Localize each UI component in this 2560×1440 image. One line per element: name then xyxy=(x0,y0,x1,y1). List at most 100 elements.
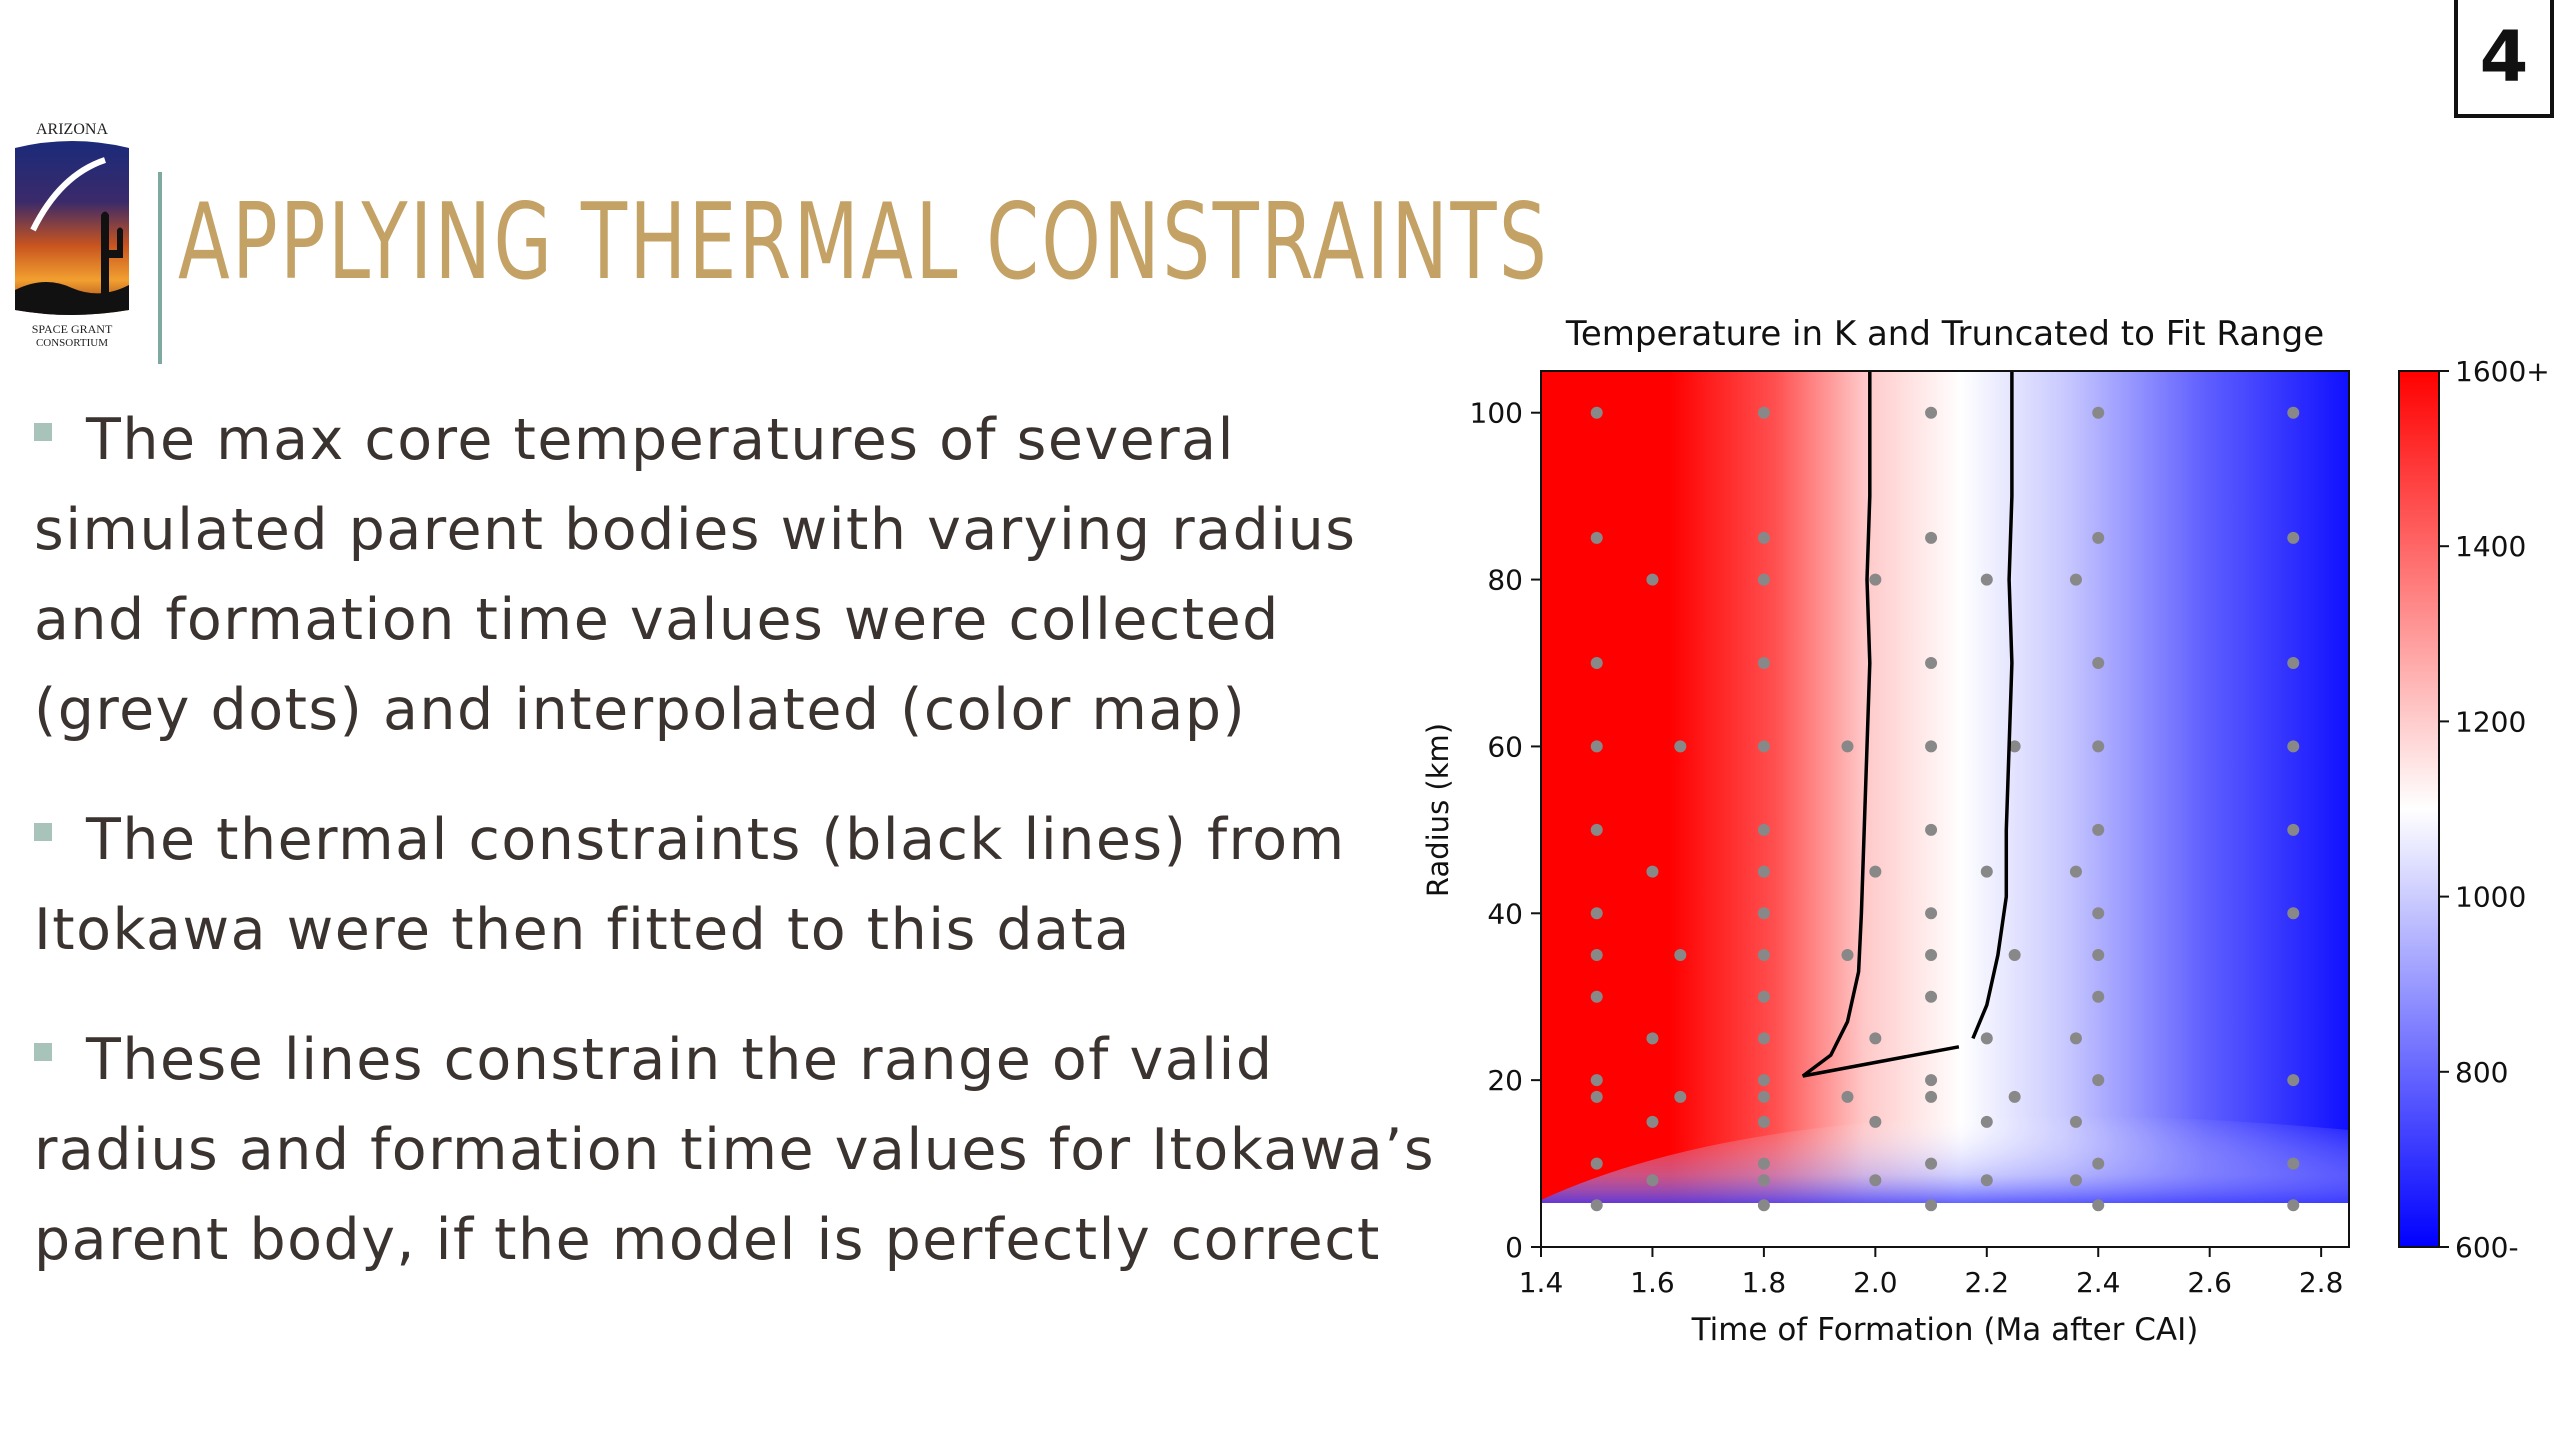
sample-point xyxy=(2287,1199,2300,1212)
sample-point xyxy=(1590,406,1603,419)
sample-point xyxy=(1980,1115,1993,1128)
bullet-marker xyxy=(34,1043,52,1061)
sample-point xyxy=(1757,1115,1770,1128)
slide-number: 4 xyxy=(2454,0,2554,118)
y-tick-label: 60 xyxy=(1487,730,1523,763)
sample-point xyxy=(2008,949,2021,961)
bullet-marker xyxy=(34,423,52,441)
x-tick-label: 2.8 xyxy=(2299,1266,2344,1299)
sample-point xyxy=(1925,1157,1938,1170)
y-tick-label: 80 xyxy=(1487,564,1523,597)
logo-comet xyxy=(30,157,106,232)
sample-point xyxy=(2092,740,2105,753)
sample-point xyxy=(2092,406,2105,419)
x-tick-label: 2.6 xyxy=(2187,1266,2232,1299)
bullet-list: The max core temperatures of several sim… xyxy=(34,395,1454,1325)
colorbar xyxy=(2398,370,2440,1248)
bullet-text: The max core temperatures of several sim… xyxy=(34,407,1357,743)
y-axis: 0 20 40 60 80 100 xyxy=(1470,397,1541,1264)
sample-point xyxy=(1674,949,1687,961)
bullet-item: The thermal constraints (black lines) fr… xyxy=(34,795,1454,975)
sample-point xyxy=(1757,1090,1770,1103)
sample-point xyxy=(2069,865,2082,878)
sample-point xyxy=(1925,1074,1938,1087)
colorbar-ticks: 1600+ 1400 1200 1000 800 600- xyxy=(2439,355,2550,1264)
sample-point xyxy=(1980,573,1993,586)
sample-point xyxy=(1757,740,1770,753)
sample-point xyxy=(1590,1090,1603,1103)
sample-point xyxy=(1869,1115,1882,1128)
space-grant-logo: ARIZONA SPACE GRANT CONSORTIUM xyxy=(5,120,140,360)
x-tick-label: 2.4 xyxy=(2076,1266,2121,1299)
y-tick-label: 40 xyxy=(1487,897,1523,930)
logo-shield xyxy=(15,141,129,315)
sample-point xyxy=(2092,1199,2105,1212)
sample-point xyxy=(1925,949,1938,961)
sample-point xyxy=(1869,1174,1882,1187)
colorbar-tick-label: 800 xyxy=(2455,1056,2508,1089)
sample-point xyxy=(2092,657,2105,669)
sample-point xyxy=(1980,1174,1993,1187)
sample-point xyxy=(1590,531,1603,544)
plot-frame xyxy=(1540,370,2350,1248)
sample-point xyxy=(2287,1157,2300,1170)
sample-point xyxy=(1590,949,1603,961)
sample-point xyxy=(2008,740,2021,753)
sample-point xyxy=(1646,1174,1659,1187)
sample-point xyxy=(1869,1032,1882,1045)
sample-point xyxy=(1925,406,1938,419)
chart-title: Temperature in K and Truncated to Fit Ra… xyxy=(1565,314,2324,354)
sample-point xyxy=(1646,573,1659,586)
sample-point xyxy=(2092,531,2105,544)
sample-point xyxy=(2287,657,2300,669)
sample-point xyxy=(2287,531,2300,544)
sample-point xyxy=(1590,823,1603,836)
logo-mountain xyxy=(15,281,129,315)
sample-point xyxy=(1925,823,1938,836)
logo-bottom-text-1: SPACE GRANT xyxy=(32,322,113,336)
constraint-line xyxy=(1801,371,1960,1078)
sample-point xyxy=(2092,823,2105,836)
sample-point xyxy=(1925,657,1938,669)
sample-point xyxy=(1925,907,1938,920)
sample-point xyxy=(1980,865,1993,878)
sample-point xyxy=(2069,573,2082,586)
colorbar-tick-label: 1400 xyxy=(2455,530,2526,563)
x-tick-label: 1.4 xyxy=(1519,1266,1564,1299)
y-tick-label: 100 xyxy=(1470,397,1523,430)
constraint-line xyxy=(1971,371,2014,1040)
sample-point xyxy=(2092,907,2105,920)
x-axis-label: Time of Formation (Ma after CAI) xyxy=(1691,1312,2199,1348)
sample-point xyxy=(1925,990,1938,1003)
heatmap-area xyxy=(1541,371,2349,1247)
logo-cactus xyxy=(101,211,123,300)
sample-point xyxy=(1757,990,1770,1003)
sample-point xyxy=(1757,573,1770,586)
sample-points xyxy=(1590,406,2300,1212)
sample-point xyxy=(1757,531,1770,544)
colorbar-tick-label: 1200 xyxy=(2455,705,2526,738)
sample-point xyxy=(2287,823,2300,836)
colorbar-tick-label: 1600+ xyxy=(2455,355,2550,388)
sample-point xyxy=(2069,1115,2082,1128)
bullet-item: The max core temperatures of several sim… xyxy=(34,395,1454,755)
sample-point xyxy=(1869,865,1882,878)
sample-point xyxy=(2287,907,2300,920)
sample-point xyxy=(1869,573,1882,586)
sample-point xyxy=(1590,990,1603,1003)
sample-point xyxy=(1757,657,1770,669)
y-tick-label: 20 xyxy=(1487,1064,1523,1097)
logo-top-text: ARIZONA xyxy=(36,121,108,138)
sample-point xyxy=(1590,907,1603,920)
sample-point xyxy=(1590,657,1603,669)
sample-point xyxy=(1590,1199,1603,1212)
sample-point xyxy=(2092,1157,2105,1170)
x-tick-label: 2.2 xyxy=(1965,1266,2010,1299)
bullet-text: The thermal constraints (black lines) fr… xyxy=(34,807,1346,963)
heatmap-fill xyxy=(1541,371,2349,1247)
heatmap-chart: Temperature in K and Truncated to Fit Ra… xyxy=(1400,300,2560,1360)
chart-svg: Temperature in K and Truncated to Fit Ra… xyxy=(1421,314,2550,1348)
constraint-lines xyxy=(1801,371,2014,1078)
sample-point xyxy=(1674,740,1687,753)
sample-point xyxy=(1757,1074,1770,1087)
